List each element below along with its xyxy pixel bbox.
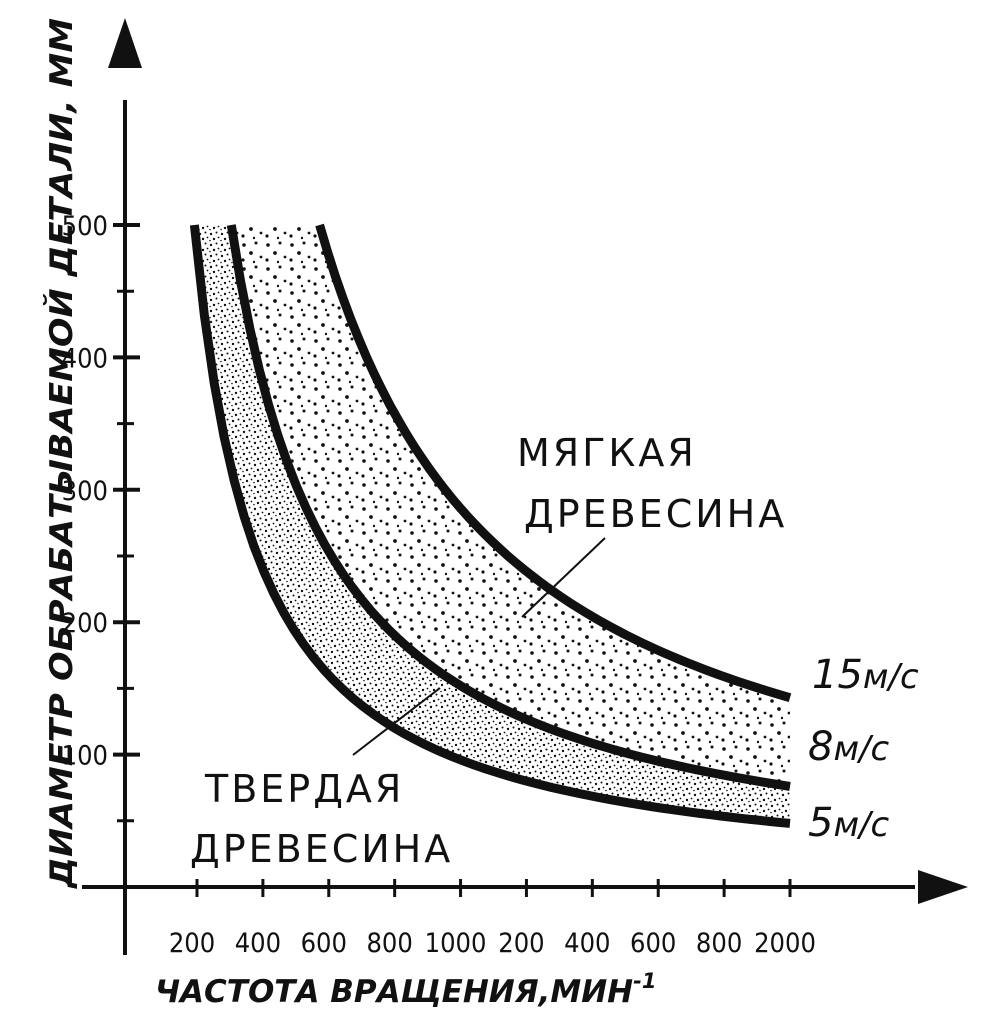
hardwood-label-line2: ДРЕВЕСИНА — [190, 827, 453, 871]
curve-8-ms — [226, 224, 791, 791]
speed-label-8-unit: м/с — [833, 729, 889, 769]
softwood-region — [231, 225, 791, 787]
speed-label-5-number: 5 — [808, 800, 833, 846]
curve-15-ms — [315, 223, 792, 703]
x-tick-label-200: 200 — [169, 928, 215, 959]
x-tick-label-2000: 2000 — [754, 928, 816, 959]
x-tick-label-1200: 200 — [498, 928, 544, 959]
curve-5-ms — [189, 224, 791, 828]
y-axis-title: ДИАМЕТР ОБРАБАТЫВАЕМОЙ ДЕТАЛИ, ММ — [44, 18, 80, 889]
y-tick-label-500: 500 — [62, 211, 108, 242]
y-tick-label-100: 100 — [62, 741, 108, 772]
x-tick-label-1800: 800 — [696, 928, 742, 959]
y-tick-label-400: 400 — [62, 343, 108, 374]
x-axis-arrow — [918, 870, 968, 904]
pointers-layer — [352, 537, 606, 756]
x-axis-title-exponent: -1 — [633, 969, 656, 993]
curves-layer — [189, 223, 792, 828]
x-axis-title: ЧАСТОТА ВРАЩЕНИЯ,МИН-1 — [155, 969, 656, 1010]
axes-layer — [82, 18, 968, 955]
hardwood-region — [194, 225, 790, 824]
x-tick-label-1600: 600 — [630, 928, 676, 959]
softwood-label-line2: ДРЕВЕСИНА — [524, 492, 787, 536]
softwood-label-line1: МЯГКАЯ — [517, 431, 697, 475]
hardwood-pointer-line — [352, 687, 441, 756]
y-tick-label-300: 300 — [62, 476, 108, 507]
x-axis-title-text: ЧАСТОТА ВРАЩЕНИЯ,МИН — [155, 974, 633, 1010]
speed-label-15: 15м/с — [812, 652, 919, 698]
y-axis-arrow — [108, 18, 142, 68]
y-tick-label-200: 200 — [62, 608, 108, 639]
regions-layer — [194, 225, 791, 824]
x-tick-label-400: 400 — [235, 928, 281, 959]
x-tick-label-600: 600 — [301, 928, 347, 959]
speed-label-5: 5м/с — [808, 800, 890, 846]
hardwood-label-line1: ТВЕРДАЯ — [204, 767, 404, 811]
x-tick-label-1000: 1000 — [425, 928, 487, 959]
x-tick-label-1400: 400 — [564, 928, 610, 959]
y-ticks: 100 200 300 400 500 — [62, 211, 140, 823]
speed-label-5-unit: м/с — [833, 805, 889, 845]
speed-label-8-number: 8 — [808, 724, 833, 770]
speed-label-15-unit: м/с — [863, 657, 919, 697]
speed-label-8: 8м/с — [808, 724, 890, 770]
x-tick-label-800: 800 — [366, 928, 412, 959]
speed-label-15-number: 15 — [812, 652, 863, 698]
x-ticks: 200 400 600 800 1000 200 400 600 800 2000 — [169, 879, 816, 959]
softwood-pointer-line — [521, 537, 606, 618]
